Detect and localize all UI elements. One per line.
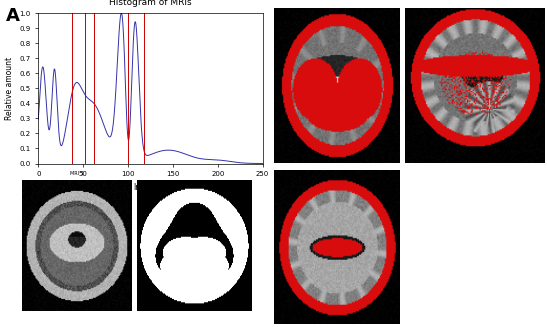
Text: MRI 1: MRI 1: [69, 171, 84, 176]
Text: Binary: Binary: [186, 171, 202, 176]
X-axis label: Intensity: Intensity: [133, 183, 167, 192]
Text: B: B: [274, 7, 287, 25]
Title: Histogram of MRIs: Histogram of MRIs: [109, 0, 192, 7]
Y-axis label: Relative amount: Relative amount: [5, 57, 14, 120]
Text: Preliminary result of
region growing
segmentation for very
high quality MR image: Preliminary result of region growing seg…: [416, 220, 533, 274]
Text: A: A: [5, 7, 19, 25]
